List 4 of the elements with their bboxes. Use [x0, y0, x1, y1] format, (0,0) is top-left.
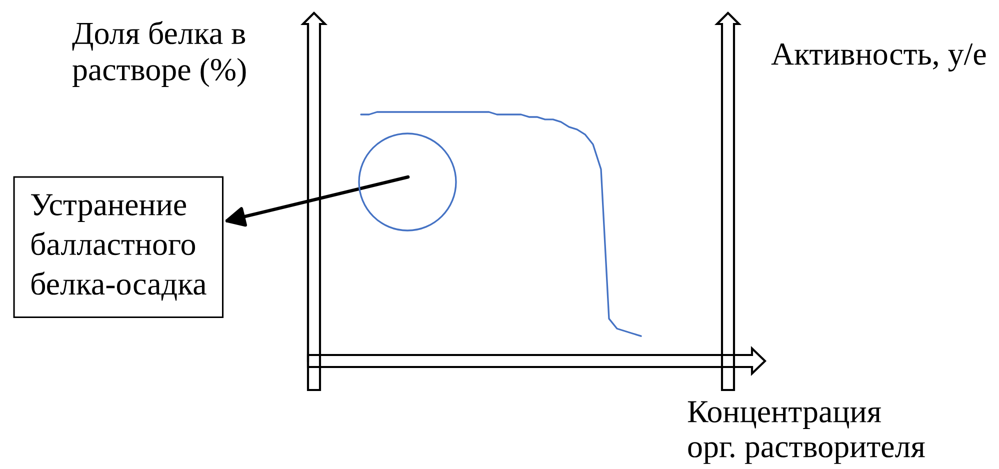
text: Устранение балластного белка-осадка — [31, 194, 206, 301]
y-axis-title: Доля белка в растворе (%) — [72, 21, 246, 87]
y2-axis-title: Активность, у/е — [771, 44, 986, 72]
x-axis-title: Концентрация орг. растворителя — [688, 401, 925, 464]
